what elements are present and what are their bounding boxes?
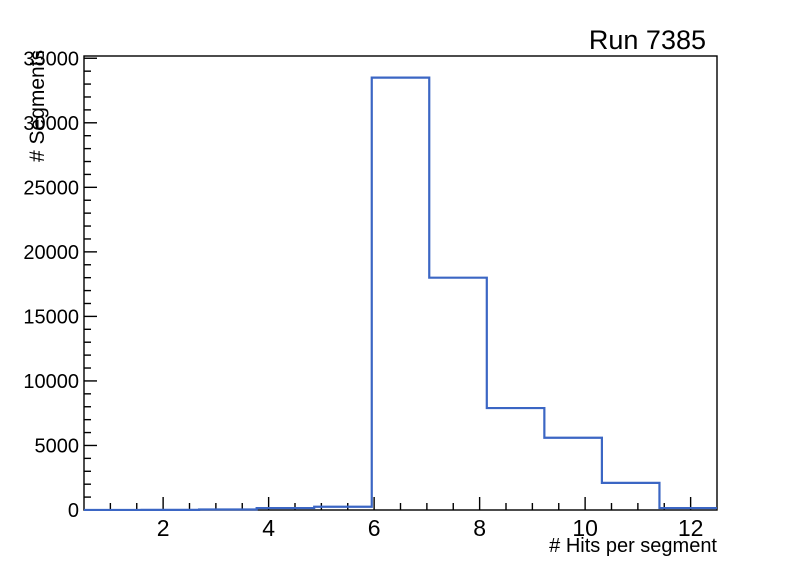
x-tick-label: 12 [678, 515, 704, 541]
y-tick-label: 5000 [35, 435, 80, 457]
plot-title: Run 7385 [589, 25, 706, 55]
y-tick-label: 30000 [23, 113, 79, 135]
y-tick-label: 35000 [23, 48, 79, 70]
y-tick-label: 15000 [23, 306, 79, 328]
y-tick-label: 0 [68, 500, 79, 522]
y-tick-label: 20000 [23, 242, 79, 264]
y-axis-tick-labels: 0 5000 10000 15000 20000 25000 30000 35000 [23, 48, 79, 522]
y-tick-label: 25000 [23, 177, 79, 199]
y-axis-ticks [84, 57, 97, 511]
x-tick-label: 4 [262, 515, 275, 541]
plot-frame [83, 55, 718, 511]
x-axis-title: # Hits per segment [549, 535, 717, 557]
x-axis-tick-labels: 2 4 6 8 10 12 [157, 515, 704, 541]
x-tick-label: 10 [572, 515, 598, 541]
x-tick-label: 8 [473, 515, 486, 541]
y-tick-label: 10000 [23, 371, 79, 393]
y-axis-title: # Segments [26, 50, 49, 162]
x-axis-ticks [109, 497, 692, 510]
histogram-line [84, 76, 717, 512]
x-tick-label: 2 [157, 515, 170, 541]
x-tick-label: 6 [368, 515, 381, 541]
